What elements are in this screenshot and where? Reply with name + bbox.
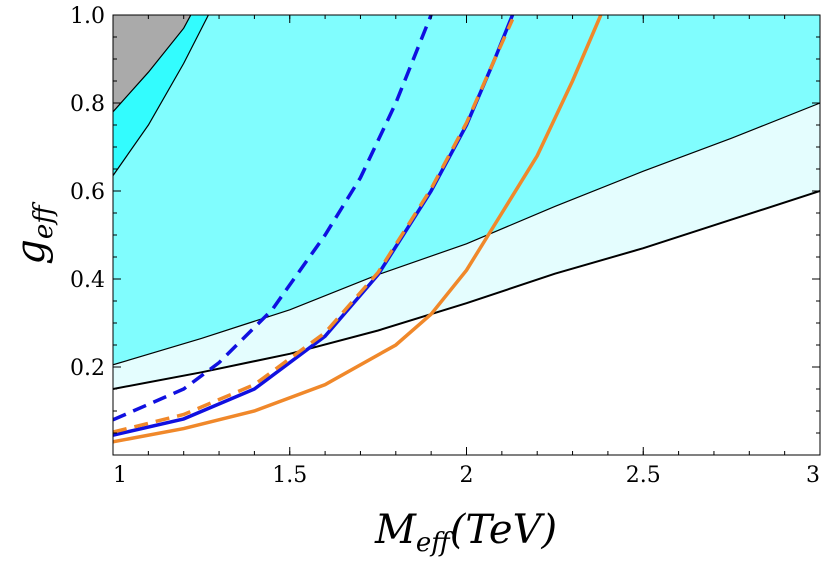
region-boundary-3 xyxy=(113,15,192,113)
series-line-3 xyxy=(113,15,603,444)
y-tick-label-3: 0.8 xyxy=(70,92,105,117)
region-borders xyxy=(113,15,820,390)
y-tick-label-1: 0.4 xyxy=(70,268,105,293)
region-boundary-2 xyxy=(113,15,209,176)
x-axis-ticks: 1 1.5 2 2.5 3 xyxy=(112,15,821,488)
y-axis-title-sub: eff xyxy=(29,201,59,239)
series-line-1 xyxy=(113,15,433,422)
region-1 xyxy=(113,15,820,365)
region-boundary-1 xyxy=(113,102,820,366)
x-axis-title-unit: (TeV) xyxy=(450,507,557,553)
x-axis-title-sub: eff xyxy=(416,528,454,558)
series-lines xyxy=(113,15,603,444)
y-axis-title-main: g xyxy=(8,239,54,265)
series-line-2 xyxy=(113,18,515,434)
x-axis-title: Meff(TeV) xyxy=(374,507,557,558)
y-tick-label-4: 1.0 xyxy=(70,4,105,29)
x-tick-label-4: 3 xyxy=(806,463,820,488)
y-tick-label-2: 0.6 xyxy=(70,180,105,205)
x-tick-label-2: 2 xyxy=(460,463,474,488)
x-axis-title-main: M xyxy=(374,507,417,553)
region-3 xyxy=(113,15,191,112)
x-tick-label-0: 1 xyxy=(113,463,127,488)
y-axis-ticks: 0.2 0.4 0.6 0.8 1.0 xyxy=(70,4,820,434)
region-boundary-0 xyxy=(113,190,820,390)
x-tick-label-3: 2.5 xyxy=(626,463,661,488)
shaded-regions xyxy=(113,15,820,389)
y-axis-title: geff xyxy=(8,201,59,265)
x-tick-label-1: 1.5 xyxy=(272,463,307,488)
y-tick-label-0: 0.2 xyxy=(70,356,105,381)
